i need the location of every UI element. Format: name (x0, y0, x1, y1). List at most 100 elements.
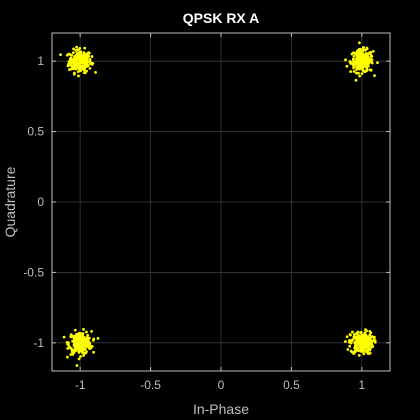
scatter-point (354, 61, 358, 65)
scatter-point (88, 66, 92, 70)
scatter-point (357, 349, 361, 353)
scatter-point (79, 69, 83, 73)
scatter-point (373, 74, 376, 77)
scatter-point (85, 336, 89, 340)
scatter-point (368, 330, 372, 333)
scatter-point (371, 49, 375, 53)
scatter-point (361, 350, 365, 353)
scatter-point (82, 351, 86, 355)
scatter-point (69, 67, 73, 71)
scatter-point (358, 74, 362, 78)
scatter-point (92, 350, 95, 354)
scatter-point (88, 57, 92, 61)
scatter-point (75, 364, 79, 367)
scatter-point (360, 64, 364, 67)
scatter-point (366, 342, 369, 346)
scatter-point (59, 53, 62, 57)
scatter-point (82, 56, 86, 60)
scatter-point (69, 346, 72, 350)
scatter-point (77, 348, 81, 352)
scatter-point (349, 70, 353, 73)
scatter-point (348, 344, 352, 348)
scatter-point (351, 330, 354, 334)
scatter-point (62, 335, 66, 339)
scatter-point (361, 56, 365, 59)
scatter-point (362, 45, 366, 49)
scatter-point (351, 63, 355, 66)
x-tick-label: 1 (358, 378, 365, 392)
scatter-point (361, 69, 365, 72)
scatter-point (347, 340, 351, 344)
scatter-point (94, 70, 97, 74)
scatter-point (344, 58, 347, 62)
scatter-point (352, 69, 356, 73)
scatter-point (355, 71, 358, 75)
scatter-point (75, 342, 79, 346)
scatter-point (82, 68, 86, 72)
scatter-point (354, 336, 358, 340)
scatter-point (68, 57, 72, 61)
scatter-point (365, 65, 368, 68)
scatter-point (76, 70, 80, 74)
scatter-point (370, 341, 373, 345)
scatter-point (77, 357, 81, 361)
chart-title: QPSK RX A (183, 10, 260, 26)
scatter-point (74, 54, 78, 57)
scatter-point (345, 335, 349, 339)
y-tick-label: -1 (33, 336, 44, 350)
scatter-point (356, 55, 360, 59)
y-axis-label: Quadrature (2, 166, 18, 237)
scatter-point (368, 51, 372, 55)
scatter-point (68, 53, 72, 56)
scatter-point (348, 333, 352, 336)
scatter-point (357, 47, 361, 51)
scatter-point (91, 61, 95, 65)
scatter-point (75, 51, 79, 55)
y-tick-label: -0.5 (23, 265, 44, 279)
scatter-point (80, 346, 83, 349)
scatter-point (69, 60, 72, 64)
scatter-point (370, 58, 374, 62)
scatter-point (356, 346, 360, 350)
scatter-point (69, 335, 73, 339)
scatter-point (359, 335, 363, 339)
scatter-point (75, 345, 79, 349)
scatter-point (369, 55, 373, 58)
scatter-point (364, 52, 368, 55)
scatter-point (352, 352, 356, 355)
scatter-point (365, 335, 369, 339)
scatter-point (359, 59, 363, 62)
y-tick-label: 0 (37, 195, 44, 209)
scatter-point (84, 61, 88, 65)
scatter-point (370, 335, 374, 338)
scatter-point (344, 340, 347, 343)
scatter-point (78, 47, 82, 50)
scatter-point (357, 71, 360, 75)
scatter-point (357, 353, 361, 357)
scatter-point (81, 339, 85, 343)
scatter-point (359, 61, 363, 65)
scatter-point (79, 51, 83, 55)
scatter-point (79, 355, 82, 358)
scatter-point (373, 339, 377, 343)
scatter-point (360, 344, 364, 348)
scatter-point (86, 51, 90, 55)
scatter-point (77, 67, 81, 70)
scatter-point (346, 348, 350, 351)
scatter-point (91, 338, 95, 342)
scatter-point (73, 336, 77, 339)
scatter-point (75, 45, 79, 49)
y-tick-label: 0.5 (27, 125, 44, 139)
scatter-point (353, 346, 357, 350)
scatter-point (72, 343, 76, 347)
scatter-point (348, 60, 352, 64)
scatter-point (368, 68, 372, 72)
y-tick-label: 1 (37, 54, 44, 68)
scatter-point (363, 345, 367, 349)
scatter-point (365, 329, 368, 333)
scatter-point (352, 51, 356, 55)
scatter-point (353, 344, 357, 348)
scatter-point (80, 336, 84, 340)
scatter-point (356, 330, 360, 334)
scatter-point (87, 336, 91, 340)
